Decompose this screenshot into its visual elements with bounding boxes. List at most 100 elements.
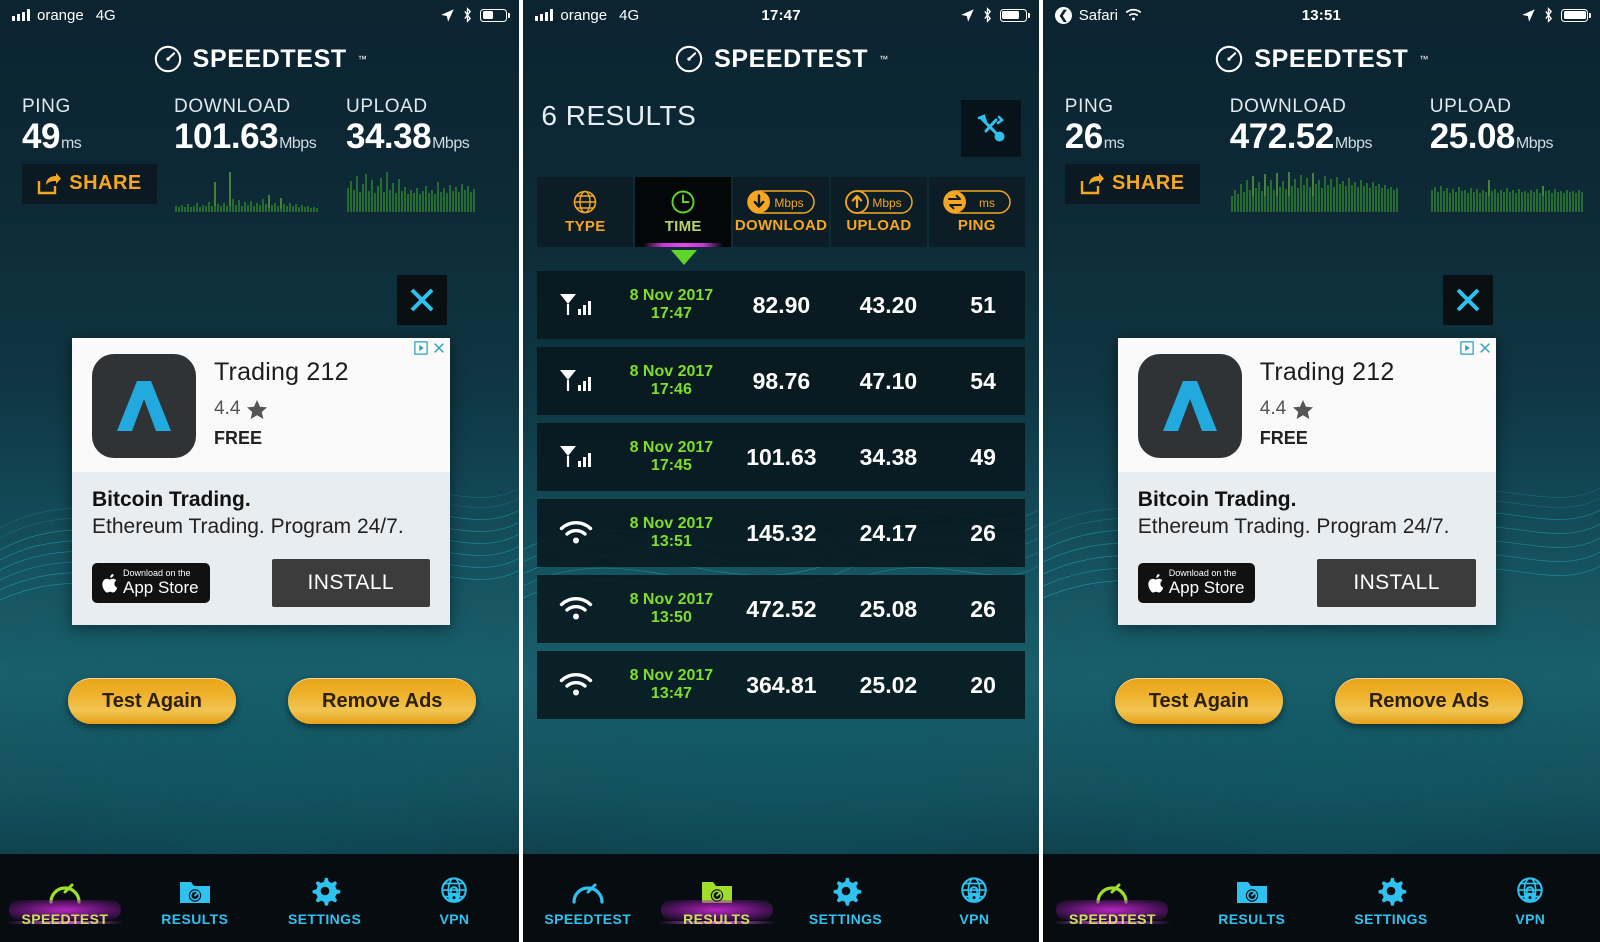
ad-dismiss-icon[interactable] [432, 341, 446, 355]
cellular-icon [560, 294, 592, 315]
test-again-button[interactable]: Test Again [68, 678, 237, 724]
location-arrow-icon [961, 8, 974, 22]
tab-vpn[interactable]: VPN [1461, 870, 1600, 927]
row-type-cell [537, 520, 615, 546]
app-logo: SPEEDTEST ™ [0, 44, 519, 74]
ad-dismiss-icon[interactable] [1478, 341, 1492, 355]
folder-gauge-icon [179, 881, 210, 903]
table-row[interactable]: 8 Nov 2017 17:46 98.76 47.10 54 [537, 347, 1025, 415]
status-bar: ❮ Safari 13:51 [1043, 0, 1600, 30]
tab-speedtest[interactable]: SPEEDTEST [0, 870, 130, 927]
tab-results[interactable]: RESULTS [130, 870, 260, 927]
metrics-row: PING 26ms SHARE DOWNLOAD 472.52Mbps [1043, 96, 1600, 214]
share-button[interactable]: SHARE [22, 163, 157, 204]
star-icon [247, 399, 268, 419]
test-again-button[interactable]: Test Again [1114, 678, 1283, 724]
bottom-tab-bar: SPEEDTEST RESULTS SETTINGS [0, 854, 520, 942]
ad-headline: Bitcoin Trading. [92, 488, 251, 511]
row-clock: 13:50 [650, 609, 692, 626]
status-clock: 13:51 [1301, 6, 1342, 24]
app-store-badge[interactable]: Download on the App Store [1137, 563, 1256, 603]
gauge-icon [675, 45, 703, 73]
app-logo: SPEEDTEST ™ [1043, 44, 1600, 74]
row-upload-cell: 43.20 [859, 291, 918, 318]
row-type-cell [537, 596, 615, 622]
column-tab-ping[interactable]: ms PING [928, 177, 1025, 247]
wifi-icon [560, 597, 593, 620]
tab-speedtest[interactable]: SPEEDTEST [1043, 870, 1182, 927]
install-button[interactable]: INSTALL [1317, 559, 1476, 607]
ping-unit: ms [1103, 135, 1125, 152]
ad-banner[interactable]: Trading 212 4.4 FREE Bitcoin Trading. Et… [72, 338, 450, 625]
share-button[interactable]: SHARE [1064, 163, 1200, 204]
results-header: 6 RESULTS [523, 74, 1038, 157]
adchoices-icon[interactable] [414, 341, 428, 355]
ad-price: FREE [1259, 428, 1308, 448]
tools-button[interactable] [960, 100, 1021, 157]
column-tab-download[interactable]: Mbps DOWNLOAD [733, 177, 830, 247]
tab-settings[interactable]: SETTINGS [781, 870, 910, 927]
column-tab-time-label: TIME [664, 218, 702, 235]
column-tab-type[interactable]: TYPE [537, 177, 634, 247]
install-button[interactable]: INSTALL [271, 559, 430, 607]
action-buttons: Test Again Remove Ads [1114, 678, 1524, 724]
download-sparkline [174, 166, 346, 214]
table-row[interactable]: 8 Nov 2017 13:47 364.81 25.02 20 [537, 651, 1025, 719]
remove-ads-button[interactable]: Remove Ads [1334, 678, 1524, 724]
panel-divider-1 [519, 0, 524, 942]
ad-body-section: Bitcoin Trading. Ethereum Trading. Progr… [1117, 472, 1496, 625]
table-row[interactable]: 8 Nov 2017 17:47 82.90 43.20 51 [537, 271, 1025, 339]
ad-price: FREE [214, 428, 263, 448]
globe-lock-icon [441, 876, 468, 903]
tab-results[interactable]: RESULTS [652, 870, 781, 927]
table-row[interactable]: 8 Nov 2017 13:50 472.52 25.08 26 [537, 575, 1025, 643]
gauge-icon [49, 883, 81, 904]
app-store-big-label: App Store [1168, 577, 1245, 597]
app-store-text: Download on the App Store [123, 568, 199, 596]
ad-app-name: Trading 212 [214, 358, 349, 386]
upload-value: 34.38 [346, 117, 432, 156]
signal-bars-icon [535, 9, 554, 21]
wifi-icon [560, 521, 593, 544]
brand-tm: ™ [879, 54, 889, 64]
signal-bars-icon [12, 9, 30, 21]
gear-icon [1378, 877, 1407, 906]
tab-speedtest[interactable]: SPEEDTEST [523, 870, 652, 927]
row-clock: 13:51 [650, 533, 692, 550]
app-store-badge[interactable]: Download on the App Store [92, 563, 210, 603]
location-arrow-icon [1522, 8, 1535, 22]
tab-settings[interactable]: SETTINGS [260, 870, 390, 927]
tab-settings[interactable]: SETTINGS [1321, 870, 1460, 927]
tab-vpn[interactable]: VPN [390, 870, 520, 927]
row-time-cell: 8 Nov 2017 17:47 [615, 287, 727, 323]
column-tab-time[interactable]: TIME [635, 177, 732, 247]
ad-close-button[interactable] [397, 275, 447, 325]
bluetooth-icon [984, 7, 991, 23]
download-mbps-icon: Mbps [747, 190, 815, 214]
sort-descending-caret-icon[interactable] [670, 250, 697, 265]
column-tab-upload-label: UPLOAD [846, 217, 912, 234]
tab-vpn[interactable]: VPN [910, 870, 1039, 927]
tab-vpn-label: VPN [1515, 910, 1546, 927]
ad-banner[interactable]: Trading 212 4.4 FREE Bitcoin Trading. Et… [1117, 338, 1496, 625]
svg-text:Mbps: Mbps [774, 196, 803, 210]
table-row[interactable]: 8 Nov 2017 13:51 145.32 24.17 26 [537, 499, 1025, 567]
row-clock: 17:45 [650, 457, 692, 474]
table-row[interactable]: 8 Nov 2017 17:45 101.63 34.38 49 [537, 423, 1025, 491]
ad-body-section: Bitcoin Trading. Ethereum Trading. Progr… [72, 472, 450, 625]
back-chevron-icon[interactable]: ❮ [1054, 6, 1072, 24]
row-date: 8 Nov 2017 [629, 363, 714, 381]
upload-label: UPLOAD [346, 96, 428, 117]
tab-settings-label: SETTINGS [808, 910, 883, 927]
ad-actions: Download on the App Store INSTALL [1137, 559, 1476, 607]
status-bar: orange 4G 17:47 [523, 0, 1038, 30]
bluetooth-icon [464, 7, 472, 23]
remove-ads-button[interactable]: Remove Ads [288, 678, 477, 724]
upload-value: 25.08 [1429, 117, 1516, 156]
adchoices-icon[interactable] [1460, 341, 1474, 355]
tab-vpn-label: VPN [959, 910, 990, 927]
column-tab-upload[interactable]: Mbps UPLOAD [831, 177, 927, 247]
ad-close-button[interactable] [1442, 275, 1493, 325]
tab-results[interactable]: RESULTS [1182, 870, 1321, 927]
